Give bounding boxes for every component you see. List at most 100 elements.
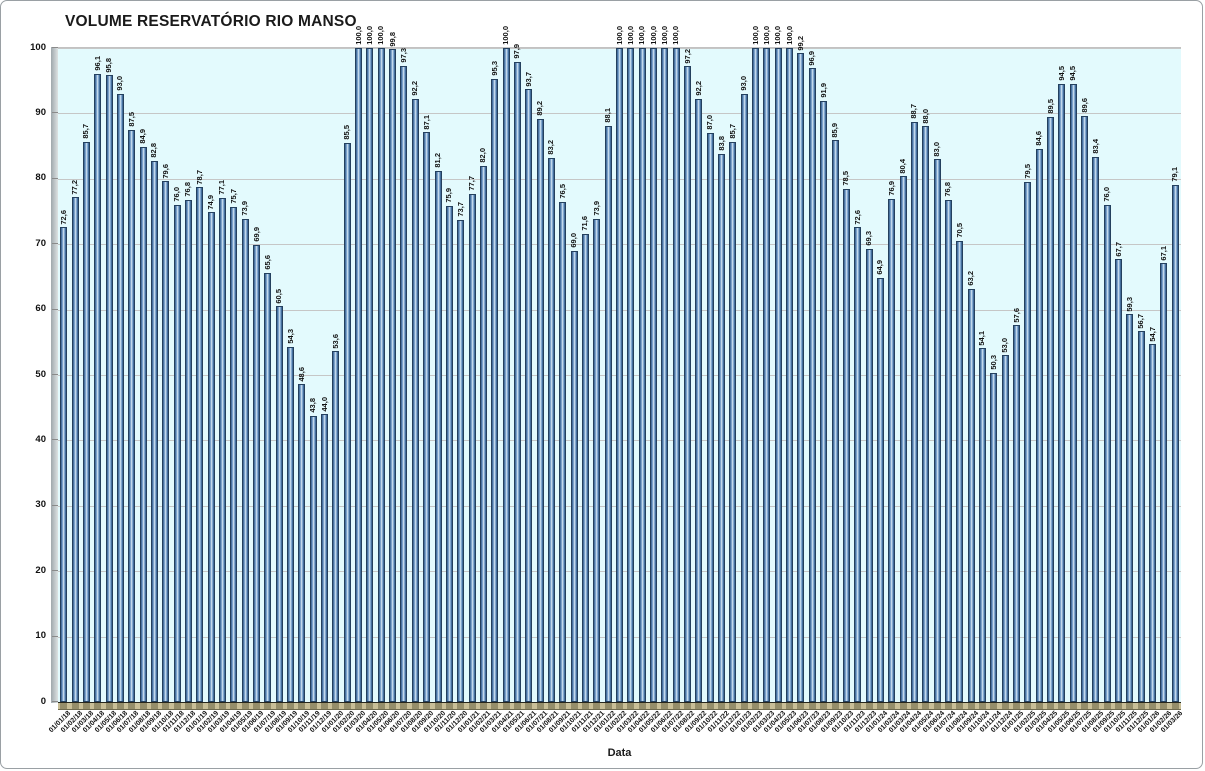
bar[interactable]: [797, 53, 805, 702]
bar[interactable]: [616, 48, 623, 702]
bar[interactable]: [411, 99, 419, 702]
bar[interactable]: [1137, 331, 1145, 702]
bar[interactable]: [1103, 204, 1111, 702]
bar[interactable]: [967, 288, 975, 702]
bar[interactable]: [1160, 263, 1168, 702]
bar[interactable]: [820, 100, 828, 702]
bar[interactable]: [491, 78, 499, 702]
bar[interactable]: [1001, 355, 1009, 702]
bar[interactable]: [196, 187, 204, 702]
bar[interactable]: [513, 61, 521, 702]
bar[interactable]: [593, 218, 601, 702]
bar[interactable]: [956, 240, 964, 702]
bar[interactable]: [1069, 83, 1077, 702]
bar[interactable]: [287, 346, 295, 702]
bar[interactable]: [355, 48, 363, 702]
bar[interactable]: [763, 48, 771, 702]
bar[interactable]: [230, 206, 238, 702]
bar[interactable]: [184, 199, 192, 702]
bar[interactable]: [479, 165, 487, 702]
bar[interactable]: [309, 415, 317, 702]
bar[interactable]: [218, 197, 226, 702]
bar[interactable]: [978, 348, 986, 702]
bar[interactable]: [888, 199, 896, 702]
bar[interactable]: [366, 48, 374, 702]
bar[interactable]: [241, 218, 249, 702]
bar[interactable]: [457, 220, 465, 702]
bar[interactable]: [604, 125, 612, 702]
bar[interactable]: [116, 93, 124, 702]
bar[interactable]: [684, 66, 692, 702]
bar[interactable]: [842, 188, 850, 702]
bar[interactable]: [1126, 314, 1134, 702]
bar[interactable]: [253, 244, 260, 702]
bar[interactable]: [1013, 325, 1021, 702]
bar[interactable]: [173, 204, 181, 702]
bar[interactable]: [298, 384, 306, 702]
bar[interactable]: [321, 414, 329, 702]
bar[interactable]: [400, 65, 408, 702]
bar[interactable]: [1115, 259, 1123, 702]
bar[interactable]: [1024, 182, 1032, 702]
bar[interactable]: [854, 227, 862, 702]
bar[interactable]: [445, 205, 453, 702]
bar[interactable]: [718, 153, 726, 702]
bar[interactable]: [1149, 344, 1157, 702]
bar[interactable]: [581, 233, 589, 702]
bar[interactable]: [1047, 116, 1055, 702]
bar[interactable]: [559, 201, 567, 702]
bar[interactable]: [570, 250, 578, 702]
bar[interactable]: [650, 48, 658, 702]
bar[interactable]: [139, 146, 147, 702]
bar[interactable]: [525, 89, 533, 702]
bar-base-shadow: [230, 703, 238, 709]
bar[interactable]: [162, 181, 170, 702]
bar[interactable]: [695, 99, 703, 702]
bar[interactable]: [729, 141, 737, 702]
bar[interactable]: [547, 157, 555, 702]
bar[interactable]: [275, 306, 283, 702]
bar[interactable]: [706, 133, 714, 702]
bar[interactable]: [1035, 148, 1043, 702]
bar[interactable]: [332, 351, 340, 702]
bar[interactable]: [150, 160, 158, 702]
bar[interactable]: [752, 48, 760, 702]
bar[interactable]: [865, 248, 873, 702]
bar[interactable]: [638, 48, 646, 702]
bar[interactable]: [740, 93, 748, 702]
bar[interactable]: [774, 48, 782, 702]
bar[interactable]: [627, 48, 635, 702]
bar[interactable]: [423, 132, 431, 702]
bar[interactable]: [502, 48, 510, 702]
bar[interactable]: [264, 272, 272, 702]
bar[interactable]: [933, 159, 941, 702]
bar[interactable]: [71, 197, 79, 702]
bar[interactable]: [82, 141, 90, 702]
bar[interactable]: [536, 118, 544, 702]
bar[interactable]: [1092, 156, 1100, 702]
bar[interactable]: [389, 49, 397, 702]
bar[interactable]: [207, 212, 215, 702]
bar[interactable]: [910, 121, 918, 702]
bar[interactable]: [94, 73, 102, 702]
bar[interactable]: [1081, 116, 1089, 702]
bar[interactable]: [128, 129, 136, 702]
bar[interactable]: [105, 75, 113, 702]
bar[interactable]: [876, 277, 884, 702]
bar[interactable]: [922, 126, 930, 702]
bar[interactable]: [60, 227, 68, 702]
bar[interactable]: [434, 170, 442, 702]
bar[interactable]: [1171, 184, 1179, 702]
bar[interactable]: [831, 140, 839, 702]
bar[interactable]: [1058, 83, 1066, 702]
bar[interactable]: [468, 193, 476, 702]
bar[interactable]: [672, 48, 680, 702]
bar[interactable]: [377, 48, 385, 702]
bar[interactable]: [343, 142, 351, 702]
bar[interactable]: [944, 199, 952, 702]
bar[interactable]: [808, 68, 816, 702]
bar[interactable]: [786, 48, 794, 702]
bar[interactable]: [990, 373, 998, 702]
bar[interactable]: [661, 48, 669, 702]
bar[interactable]: [899, 176, 907, 702]
